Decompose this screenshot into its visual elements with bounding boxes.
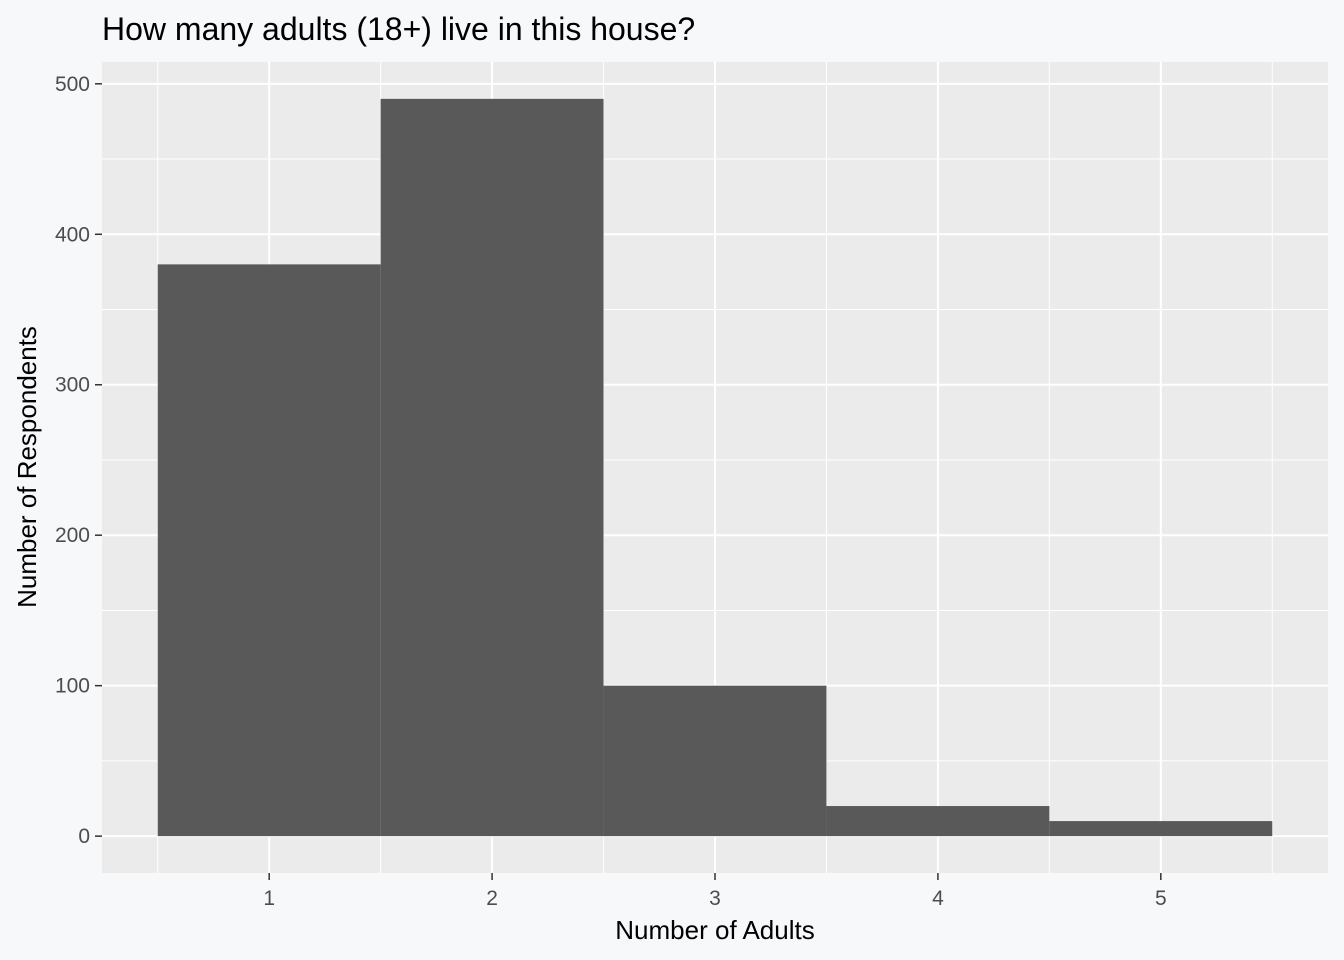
x-axis-title: Number of Adults — [615, 915, 814, 945]
bar-3 — [603, 685, 827, 837]
x-tick-label: 3 — [709, 887, 721, 910]
bars — [157, 98, 1273, 837]
y-tick-label: 500 — [55, 73, 90, 96]
x-tick-label: 2 — [486, 887, 498, 910]
bar-4 — [826, 806, 1050, 837]
y-axis-title: Number of Respondents — [12, 326, 42, 608]
bar-5 — [1049, 821, 1273, 837]
y-tick-label: 100 — [55, 675, 90, 698]
x-axis: 1 2 3 4 5 — [263, 873, 1167, 910]
bar-2 — [380, 98, 604, 837]
x-tick-label: 1 — [263, 887, 275, 910]
chart-title: How many adults (18+) live in this house… — [102, 11, 695, 47]
y-tick-label: 400 — [55, 223, 90, 246]
y-tick-label: 0 — [78, 825, 90, 848]
x-tick-label: 4 — [932, 887, 944, 910]
y-tick-label: 300 — [55, 374, 90, 397]
y-axis: 0 100 200 300 400 500 — [55, 73, 102, 848]
y-tick-label: 200 — [55, 524, 90, 547]
bar-1 — [157, 264, 381, 837]
x-tick-label: 5 — [1155, 887, 1167, 910]
